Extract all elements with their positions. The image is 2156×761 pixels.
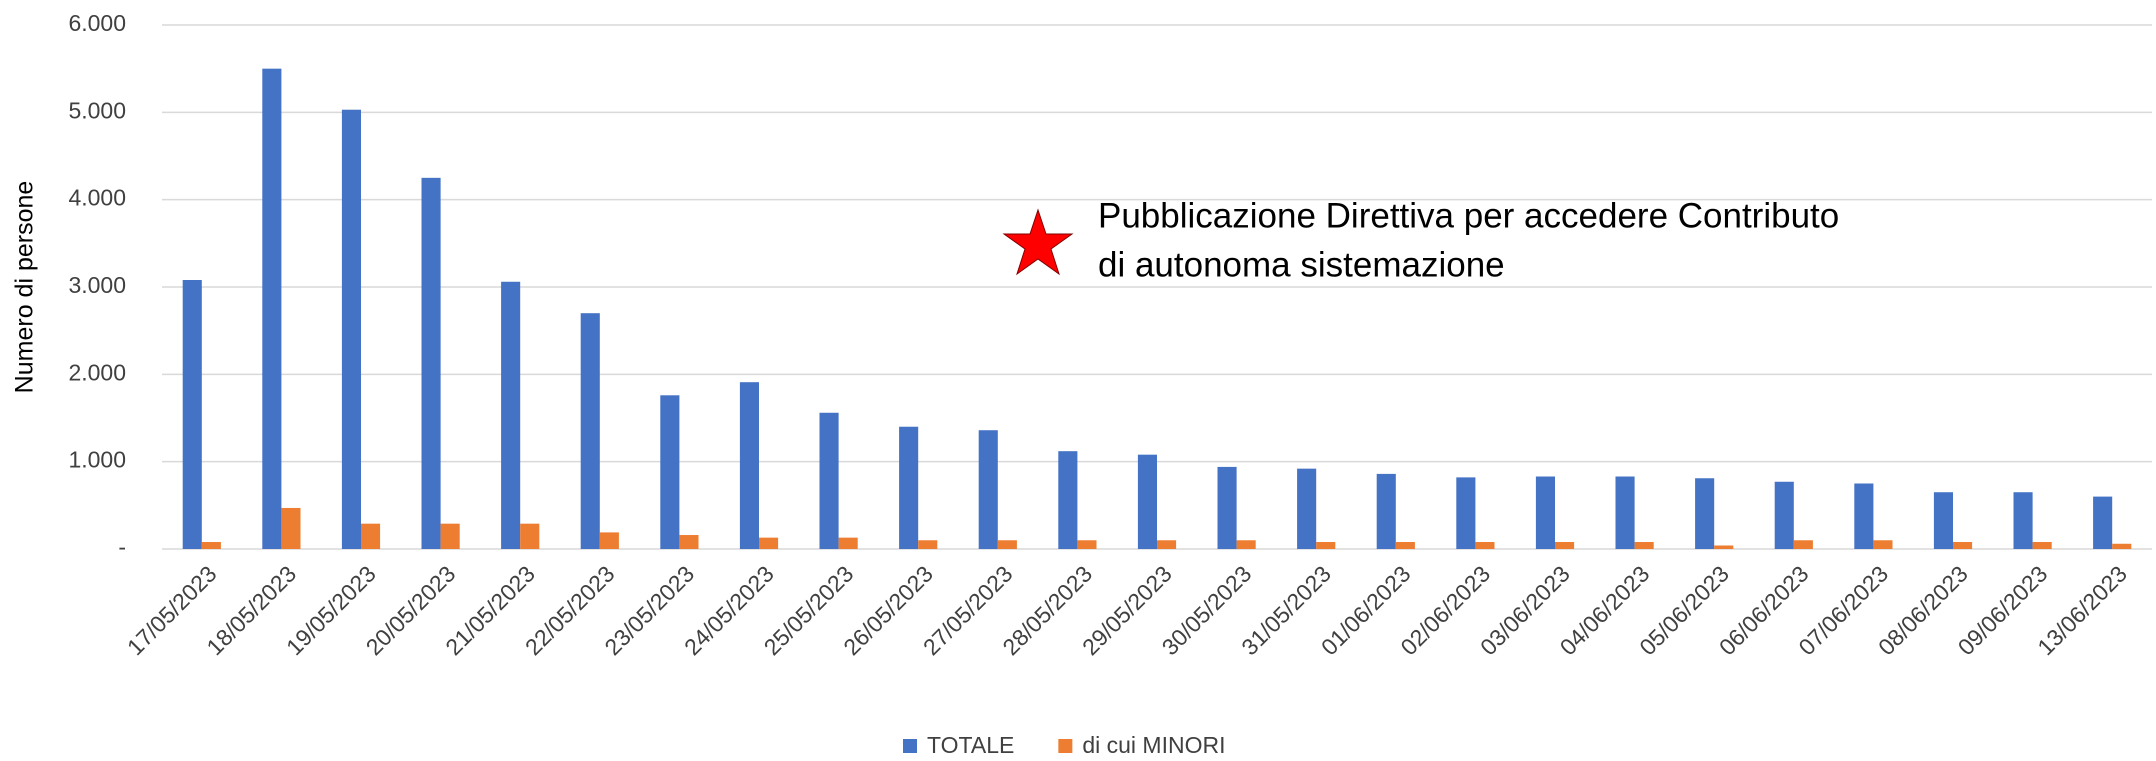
bar: [1953, 542, 1973, 549]
bar: [1615, 476, 1635, 549]
bar: [501, 281, 521, 549]
legend-swatch: [903, 739, 917, 753]
bar: [1695, 478, 1715, 549]
bar: [262, 68, 282, 550]
bar: [1316, 542, 1336, 549]
bar: [899, 426, 919, 549]
bar: [660, 395, 680, 549]
y-tick-label: -: [118, 534, 126, 560]
bar: [1793, 540, 1813, 549]
bar: [819, 412, 839, 549]
y-axis-label: Numero di persone: [11, 181, 39, 394]
bar: [918, 540, 938, 549]
bar: [679, 535, 699, 549]
bar: [1395, 542, 1415, 549]
bar: [838, 537, 858, 549]
bar: [281, 507, 301, 549]
bar: [1137, 454, 1157, 549]
bar: [1456, 477, 1476, 549]
legend-label: di cui MINORI: [1082, 732, 1225, 758]
bar: [1555, 542, 1575, 549]
bar: [1058, 451, 1078, 549]
y-tick-label: 2.000: [68, 359, 126, 385]
bar: [599, 532, 619, 549]
bar: [421, 177, 441, 550]
bar: [1077, 540, 1097, 549]
bar: [580, 313, 600, 549]
bar: [361, 523, 381, 549]
bar: [182, 280, 202, 549]
bar: [1854, 483, 1874, 549]
bar: [1634, 542, 1654, 549]
bar: [1475, 542, 1495, 549]
legend-swatch: [1058, 739, 1073, 753]
bar: [1714, 545, 1734, 549]
bar: [1376, 473, 1396, 549]
y-tick-label: 3.000: [68, 272, 126, 298]
bar: [520, 523, 540, 549]
bar: [1297, 468, 1317, 549]
bar: [201, 542, 221, 549]
bar: [440, 523, 460, 549]
y-tick-label: 1.000: [68, 447, 126, 473]
bar: [341, 109, 361, 550]
bar: [1933, 492, 1953, 549]
bar: [1873, 540, 1893, 549]
bar: [2013, 492, 2033, 549]
annotation-line: Pubblicazione Direttiva per accedere Con…: [1098, 196, 1839, 235]
bar: [1535, 476, 1555, 549]
bar: [1157, 540, 1177, 549]
legend-label: TOTALE: [927, 732, 1014, 758]
y-tick-label: 6.000: [68, 10, 126, 36]
y-tick-label: 4.000: [68, 185, 126, 211]
bar: [1774, 481, 1794, 549]
bar: [978, 430, 998, 549]
bar: [739, 382, 759, 549]
bar: [1236, 540, 1256, 549]
bar: [759, 537, 779, 549]
bar: [2032, 542, 2052, 549]
bar: [1217, 466, 1237, 549]
annotation-line: di autonoma sistemazione: [1098, 245, 1505, 284]
bar: [2093, 496, 2113, 549]
bar: [2112, 543, 2132, 549]
star-icon: [1002, 208, 1074, 276]
y-tick-label: 5.000: [68, 97, 126, 123]
bar: [997, 540, 1017, 549]
